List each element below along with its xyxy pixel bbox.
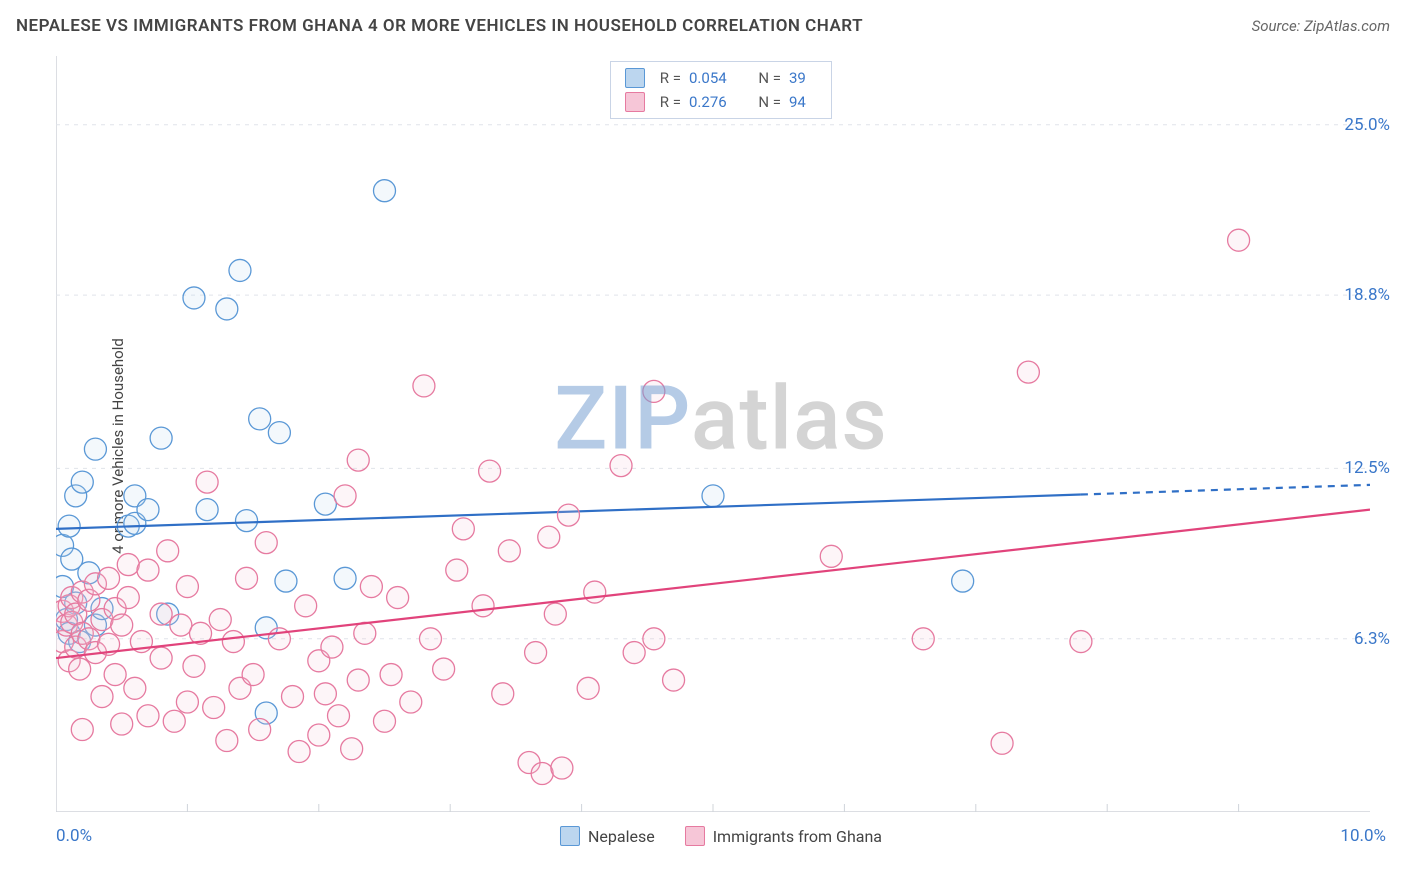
y-tick-label: 18.8%: [1344, 285, 1390, 305]
legend-N-label: N =: [757, 93, 781, 111]
legend-stat-row: R = 0.054 N = 39: [611, 66, 831, 90]
y-tick-label: 12.5%: [1344, 458, 1390, 478]
legend-stat-row: R = 0.276 N = 94: [611, 90, 831, 114]
y-tick-label: 6.3%: [1354, 629, 1390, 649]
correlation-legend: R = 0.054 N = 39 R = 0.276 N = 94: [610, 61, 832, 119]
series-legend: Nepalese Immigrants from Ghana: [560, 826, 882, 846]
series-legend-item: Nepalese: [560, 826, 655, 846]
scatter-chart: [56, 56, 1370, 812]
legend-R-value: 0.054: [689, 69, 745, 87]
series-name: Immigrants from Ghana: [713, 827, 882, 846]
y-tick-label: 25.0%: [1344, 115, 1390, 135]
legend-N-value: 94: [789, 93, 817, 111]
source-credit: Source: ZipAtlas.com: [1252, 17, 1390, 35]
legend-swatch: [625, 92, 645, 112]
x-axis-max-label: 10.0%: [1340, 826, 1386, 846]
legend-R-label: R =: [653, 69, 681, 87]
legend-N-label: N =: [757, 69, 781, 87]
chart-title: NEPALESE VS IMMIGRANTS FROM GHANA 4 OR M…: [16, 16, 863, 36]
series-legend-item: Immigrants from Ghana: [685, 826, 882, 846]
legend-swatch: [625, 68, 645, 88]
legend-swatch: [685, 826, 705, 846]
legend-R-value: 0.276: [689, 93, 745, 111]
legend-R-label: R =: [653, 93, 681, 111]
series-name: Nepalese: [588, 827, 655, 846]
x-axis-origin-label: 0.0%: [56, 826, 92, 846]
plot-area: ZIPatlas R =0.054N =39R =0.276N =94 0.0%…: [56, 56, 1386, 846]
legend-swatch: [560, 826, 580, 846]
legend-N-value: 39: [789, 69, 817, 87]
